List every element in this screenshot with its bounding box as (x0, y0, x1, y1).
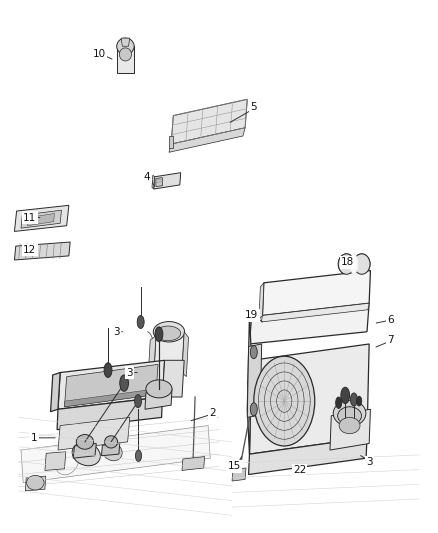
Ellipse shape (146, 380, 172, 398)
Text: 2: 2 (209, 408, 216, 418)
Polygon shape (21, 425, 210, 483)
Circle shape (134, 394, 141, 408)
Polygon shape (73, 443, 96, 458)
Polygon shape (28, 214, 54, 225)
Circle shape (104, 363, 112, 377)
Polygon shape (261, 303, 369, 322)
Polygon shape (249, 438, 367, 474)
Polygon shape (64, 365, 158, 407)
Polygon shape (169, 128, 245, 152)
Polygon shape (64, 389, 156, 407)
Text: 22: 22 (293, 465, 306, 475)
Polygon shape (145, 389, 172, 409)
Ellipse shape (338, 254, 355, 274)
Text: 12: 12 (23, 245, 36, 255)
Polygon shape (58, 360, 165, 409)
Ellipse shape (154, 367, 182, 383)
Polygon shape (156, 177, 162, 187)
Ellipse shape (153, 321, 185, 342)
Polygon shape (21, 210, 61, 228)
Polygon shape (57, 397, 162, 430)
Circle shape (155, 327, 163, 342)
Polygon shape (169, 136, 173, 148)
Circle shape (357, 396, 362, 406)
Text: 3: 3 (366, 457, 372, 467)
Polygon shape (102, 443, 120, 456)
Ellipse shape (27, 475, 44, 490)
Ellipse shape (350, 254, 358, 274)
Polygon shape (152, 175, 155, 189)
Ellipse shape (339, 417, 360, 434)
Text: 7: 7 (388, 335, 394, 345)
Polygon shape (182, 332, 188, 377)
Circle shape (341, 387, 350, 403)
Text: 3: 3 (113, 327, 120, 337)
Polygon shape (121, 38, 130, 46)
Polygon shape (45, 451, 66, 471)
Text: 1: 1 (31, 433, 37, 443)
Text: 4: 4 (144, 172, 151, 182)
Ellipse shape (333, 400, 366, 426)
Polygon shape (14, 205, 69, 231)
Ellipse shape (254, 356, 315, 446)
Text: 15: 15 (228, 462, 241, 471)
Circle shape (251, 345, 257, 359)
Circle shape (336, 397, 342, 408)
Polygon shape (171, 99, 247, 144)
Polygon shape (148, 336, 156, 378)
Circle shape (120, 375, 128, 391)
Text: 10: 10 (93, 50, 106, 59)
Polygon shape (25, 476, 46, 491)
Ellipse shape (72, 442, 100, 466)
Circle shape (137, 316, 144, 328)
Ellipse shape (117, 38, 134, 54)
Text: 5: 5 (251, 102, 257, 112)
Polygon shape (232, 468, 246, 481)
Ellipse shape (353, 254, 370, 274)
Polygon shape (247, 316, 252, 454)
Polygon shape (247, 344, 261, 417)
Text: 18: 18 (341, 257, 354, 268)
Ellipse shape (119, 48, 131, 61)
Polygon shape (182, 457, 205, 471)
Circle shape (350, 393, 357, 406)
Polygon shape (154, 173, 181, 189)
Ellipse shape (105, 436, 117, 448)
Circle shape (251, 403, 257, 416)
Text: 6: 6 (388, 314, 394, 325)
Polygon shape (330, 409, 371, 450)
Text: 3: 3 (127, 368, 133, 377)
Circle shape (135, 450, 141, 462)
Polygon shape (50, 373, 60, 411)
Polygon shape (154, 332, 184, 377)
Polygon shape (262, 271, 371, 316)
Polygon shape (259, 283, 264, 319)
Text: 19: 19 (245, 310, 258, 320)
Polygon shape (250, 303, 369, 344)
Polygon shape (58, 417, 130, 450)
Ellipse shape (76, 434, 94, 449)
Ellipse shape (338, 407, 361, 425)
Ellipse shape (155, 326, 181, 341)
Text: 11: 11 (23, 213, 36, 223)
Polygon shape (162, 360, 184, 397)
Polygon shape (117, 46, 134, 73)
Polygon shape (14, 242, 70, 260)
Polygon shape (250, 344, 369, 454)
Ellipse shape (102, 442, 122, 461)
